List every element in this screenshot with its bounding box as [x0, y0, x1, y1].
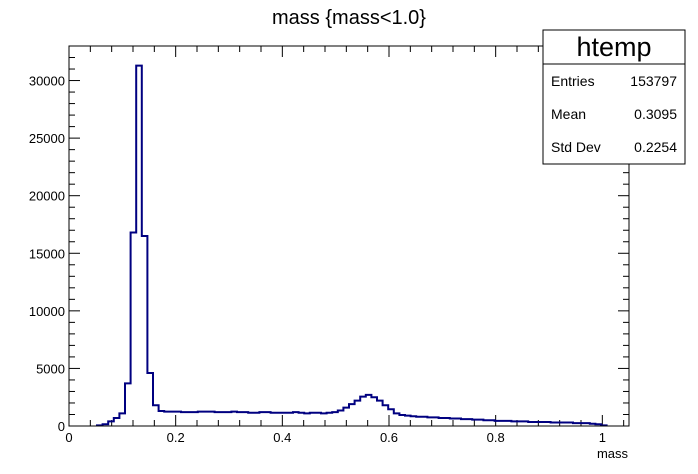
x-tick-label: 0.4 — [273, 430, 291, 445]
plot-frame — [68, 45, 630, 427]
x-tick-label: 0.6 — [380, 430, 398, 445]
x-axis-title: mass — [597, 446, 629, 461]
x-tick-label: 0 — [65, 430, 72, 445]
stats-entries-value: 153797 — [630, 73, 677, 89]
y-tick-label: 15000 — [29, 246, 65, 261]
stats-mean-value: 0.3095 — [634, 106, 677, 122]
chart-title: mass {mass<1.0} — [272, 7, 426, 29]
y-tick-label: 10000 — [29, 304, 65, 319]
axis-tick-labels: 0 5000 10000 15000 20000 25000 30000 0 0.2 0.4 0.6… — [29, 74, 606, 445]
x-tick-label: 1 — [599, 430, 606, 445]
y-tick-label: 20000 — [29, 189, 65, 204]
histogram-series — [96, 64, 608, 427]
stats-box: htemp Entries 153797 Mean 0.3095 Std Dev… — [542, 29, 686, 165]
stats-stddev-value: 0.2254 — [634, 139, 677, 155]
stats-box-title: htemp — [576, 32, 651, 62]
stats-box-frame — [542, 29, 686, 165]
y-tick-label: 0 — [58, 419, 65, 434]
stats-entries-label: Entries — [551, 73, 595, 89]
y-tick-label: 30000 — [29, 74, 65, 89]
y-tick-label: 25000 — [29, 131, 65, 146]
x-tick-label: 0.2 — [167, 430, 185, 445]
stats-stddev-label: Std Dev — [551, 139, 601, 155]
stats-mean-label: Mean — [551, 106, 586, 122]
y-tick-label: 5000 — [36, 361, 65, 376]
x-tick-label: 0.8 — [487, 430, 505, 445]
